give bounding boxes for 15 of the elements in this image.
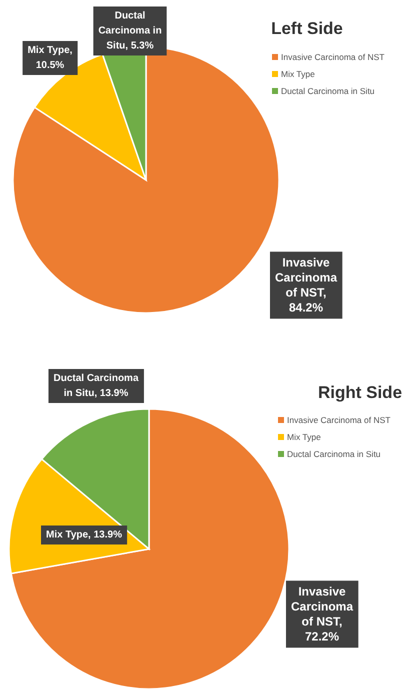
pie-slice [34, 54, 147, 181]
text: Left Side [271, 19, 343, 38]
data-label: Ductal Carcinoma in Situ, 5.3% [98, 10, 162, 52]
text: Right Side [318, 383, 402, 402]
data-label: Mix Type, 13.9% [46, 530, 122, 540]
legend-label: Ductal Carcinoma in Situ [287, 448, 381, 459]
data-label: Invasive Carcinoma of NST, 72.2% [290, 584, 354, 644]
legend-label: Invasive Carcinoma of NST [281, 52, 384, 62]
data-label: Ductal Carcinoma in Situ, 13.9% [53, 373, 139, 399]
legend-label: Invasive Carcinoma of NST [287, 414, 390, 425]
legend-label: Mix Type [287, 432, 322, 442]
data-label: Invasive Carcinoma of NST, 84.2% [274, 256, 338, 315]
data-label: Mix Type, 10.5% [28, 45, 73, 71]
legend-label: Mix Type [281, 68, 316, 79]
legend-label: Ductal Carcinoma in Situ [281, 86, 375, 96]
